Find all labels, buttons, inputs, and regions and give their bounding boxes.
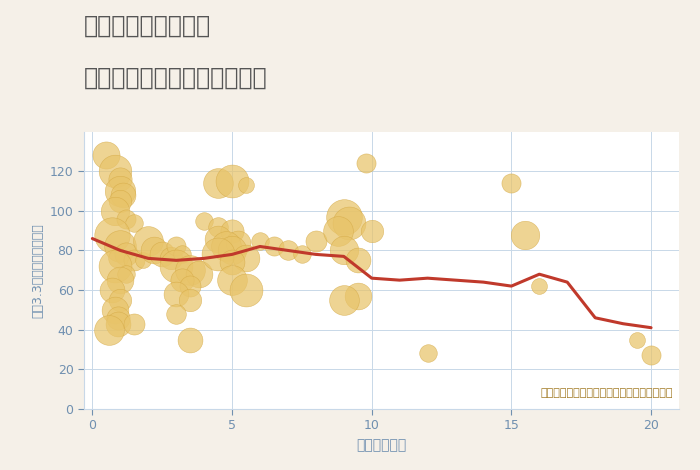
Point xyxy=(422,350,433,357)
Point xyxy=(104,326,115,333)
Point xyxy=(282,247,293,254)
Point xyxy=(115,175,126,183)
Point xyxy=(213,180,224,187)
Point xyxy=(520,231,531,238)
Point xyxy=(171,290,182,298)
Point xyxy=(227,258,238,266)
Point xyxy=(360,159,372,167)
Point xyxy=(109,263,120,270)
Point xyxy=(213,251,224,258)
Point xyxy=(137,257,148,264)
Text: 円の大きさは、取引のあった物件面積を示す: 円の大きさは、取引のあった物件面積を示す xyxy=(540,388,673,398)
Text: 駅距離別中古マンション価格: 駅距離別中古マンション価格 xyxy=(84,66,267,90)
Point xyxy=(120,270,132,278)
Point xyxy=(221,243,232,250)
Point xyxy=(157,251,168,258)
Point xyxy=(120,251,132,258)
Point xyxy=(143,237,154,244)
Point xyxy=(227,177,238,185)
Point xyxy=(185,282,196,290)
Point xyxy=(352,292,363,300)
Point xyxy=(109,306,120,313)
Point xyxy=(268,243,279,250)
Point xyxy=(185,296,196,304)
Point xyxy=(227,276,238,284)
Point xyxy=(129,320,140,328)
Point xyxy=(631,336,643,343)
Point xyxy=(115,197,126,205)
Point xyxy=(115,243,126,250)
Point xyxy=(352,257,363,264)
Point xyxy=(506,180,517,187)
Point xyxy=(115,276,126,284)
Point xyxy=(227,227,238,235)
Point xyxy=(232,239,243,246)
Point xyxy=(366,227,377,235)
Point xyxy=(213,223,224,230)
Point xyxy=(240,286,251,294)
Point xyxy=(118,191,129,199)
Point xyxy=(165,255,176,262)
Text: 福岡県福工大前駅の: 福岡県福工大前駅の xyxy=(84,14,211,38)
Point xyxy=(240,181,251,189)
Point xyxy=(148,247,160,254)
Point xyxy=(115,296,126,304)
Point xyxy=(176,251,188,258)
Point xyxy=(112,314,123,321)
Point xyxy=(338,296,349,304)
Point xyxy=(310,237,321,244)
Y-axis label: 坪（3.3㎡）単価（万円）: 坪（3.3㎡）単価（万円） xyxy=(32,223,44,318)
Point xyxy=(533,282,545,290)
Point xyxy=(193,270,204,278)
Point xyxy=(112,255,123,262)
Point xyxy=(338,247,349,254)
Point xyxy=(115,187,126,195)
Point xyxy=(185,336,196,343)
Point xyxy=(332,227,344,235)
Point xyxy=(338,213,349,220)
Point xyxy=(176,276,188,284)
Point xyxy=(185,266,196,274)
Point xyxy=(213,235,224,243)
Point xyxy=(199,217,210,225)
Point xyxy=(106,286,118,294)
Point xyxy=(296,251,307,258)
Point xyxy=(171,243,182,250)
Point xyxy=(129,219,140,227)
Point xyxy=(109,207,120,215)
Point xyxy=(645,352,657,359)
Point xyxy=(240,255,251,262)
Point xyxy=(344,219,355,227)
Point xyxy=(254,237,265,244)
Point xyxy=(227,247,238,254)
X-axis label: 駅距離（分）: 駅距離（分） xyxy=(356,438,407,452)
Point xyxy=(129,257,140,264)
Point xyxy=(112,320,123,328)
Point xyxy=(171,310,182,318)
Point xyxy=(171,263,182,270)
Point xyxy=(106,231,118,238)
Point xyxy=(109,167,120,175)
Point xyxy=(120,215,132,222)
Point xyxy=(101,152,112,159)
